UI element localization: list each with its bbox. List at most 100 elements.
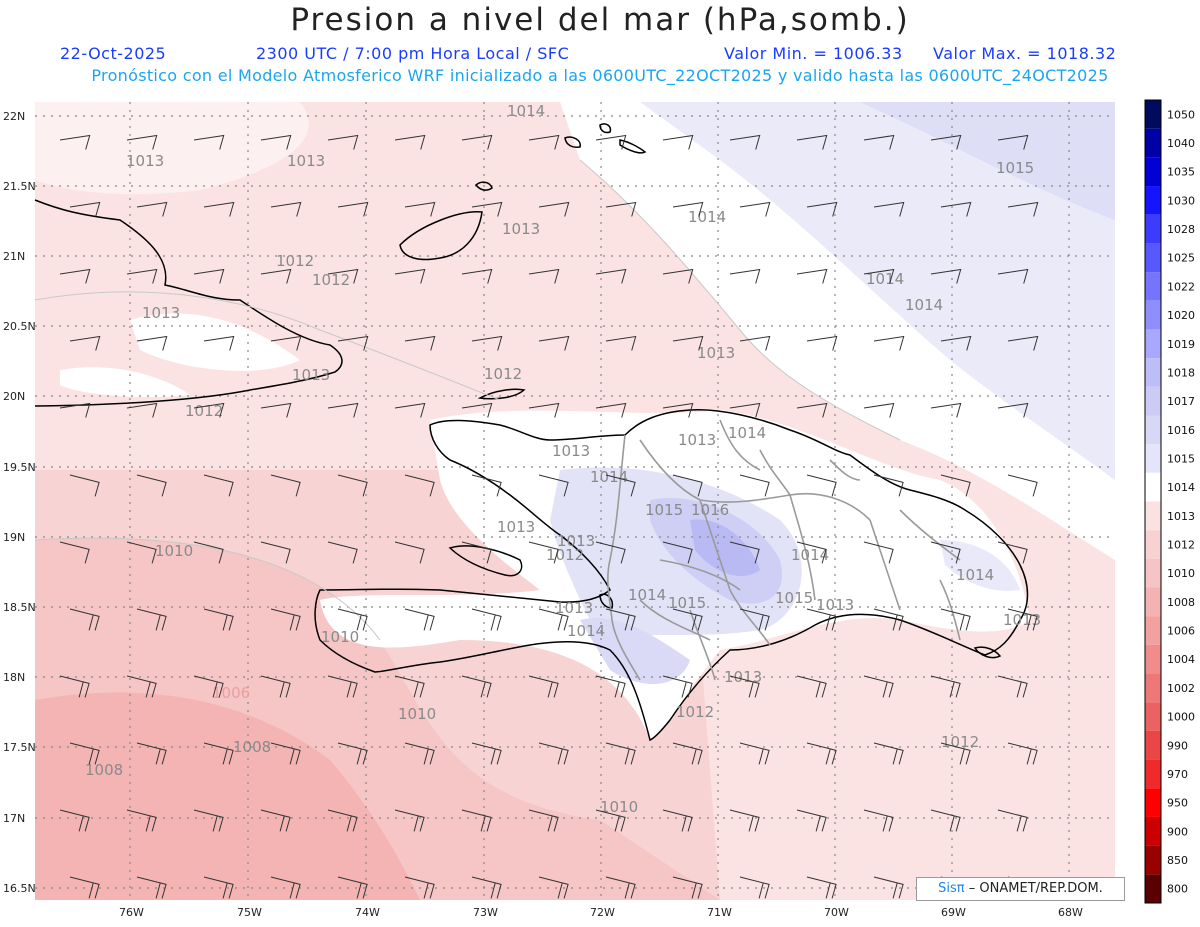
lon-label: 69W: [941, 906, 966, 919]
wind-barbs: [59, 134, 1039, 899]
wind-barb: [59, 809, 90, 832]
colorbar-label: 1022: [1167, 280, 1195, 293]
wind-barb: [605, 201, 637, 217]
wind-barb: [1007, 201, 1039, 217]
wind-barb: [461, 268, 493, 284]
wind-barb: [863, 268, 895, 284]
wind-barb: [327, 134, 359, 150]
wind-barb: [69, 876, 100, 899]
wind-barb: [729, 134, 761, 150]
wind-barb: [605, 608, 636, 631]
wind-barb: [69, 742, 100, 765]
wind-barb: [873, 608, 904, 631]
wind-barb: [806, 335, 838, 351]
wind-barb: [997, 268, 1029, 284]
wind-barb: [930, 268, 962, 284]
lon-label: 70W: [824, 906, 849, 919]
wind-barb: [672, 876, 703, 899]
colorbar-label: 900: [1167, 825, 1188, 838]
isobar-label: 1013: [497, 518, 535, 536]
colorbar-swatch: [1145, 358, 1161, 387]
colorbar-label: 1013: [1167, 510, 1195, 523]
lon-axis: 76W 75W 74W 73W 72W 71W 70W 69W 68W: [119, 906, 1083, 919]
wind-barb: [796, 402, 828, 418]
coastlines: [34, 123, 1029, 742]
wind-barb: [863, 541, 894, 564]
lat-axis: 22N 21.5N 21N 20.5N 20N 19.5N 19N 18.5N …: [3, 110, 36, 895]
wind-barb: [1007, 742, 1038, 765]
wind-barb: [796, 809, 827, 832]
isobar-label: 1015: [996, 159, 1034, 177]
wind-barb: [863, 809, 894, 832]
colorbar-swatch: [1145, 243, 1161, 273]
colorbar-swatch: [1145, 558, 1161, 588]
wind-barb: [873, 201, 905, 217]
wind-barb: [471, 335, 503, 351]
wind-barb: [595, 675, 626, 698]
wind-barb: [1007, 474, 1038, 497]
sispi-logo: Sisπ: [938, 881, 965, 896]
wind-barb: [404, 335, 436, 351]
wind-barb: [729, 541, 760, 564]
wind-barb: [873, 335, 905, 351]
isobar-label: 1014: [791, 546, 829, 564]
wind-barb: [327, 541, 358, 564]
wind-barb: [672, 474, 703, 497]
wind-barb: [595, 268, 627, 284]
colorbar-swatch: [1145, 100, 1161, 129]
wind-barb: [136, 474, 167, 497]
wind-barb: [404, 608, 435, 631]
isobar-label: 1014: [866, 270, 904, 288]
colorbar-label: 1030: [1167, 194, 1195, 207]
wind-barb: [729, 809, 760, 832]
wind-barb: [193, 541, 224, 564]
wind-barb: [69, 335, 101, 351]
wind-barb: [528, 402, 560, 418]
wind-barb: [471, 201, 503, 217]
wind-barb: [59, 134, 91, 150]
wind-barb: [394, 134, 426, 150]
wind-barb: [672, 201, 704, 217]
wind-barb: [739, 876, 770, 899]
wind-barb: [796, 675, 827, 698]
isobar-label: 1015: [668, 594, 706, 612]
isobar-label: 1014: [728, 424, 766, 442]
lat-label: 19N: [3, 531, 25, 544]
wind-barb: [136, 608, 167, 631]
wind-barb: [595, 402, 627, 418]
wind-barb: [528, 268, 560, 284]
wind-barb: [662, 268, 694, 284]
max-value: Valor Max. = 1018.32: [933, 44, 1117, 63]
lat-label: 18N: [3, 671, 25, 684]
wind-barb: [136, 335, 168, 351]
wind-barb: [863, 675, 894, 698]
isobar-label: 1013: [1003, 611, 1041, 629]
valid-time: 2300 UTC / 7:00 pm Hora Local / SFC: [256, 44, 570, 63]
wind-barb: [997, 809, 1028, 832]
wind-barb: [126, 402, 158, 418]
wind-barb: [796, 134, 828, 150]
wind-barb: [270, 201, 302, 217]
wind-barb: [461, 402, 493, 418]
wind-barb: [605, 335, 637, 351]
wind-barb: [873, 474, 904, 497]
wind-barb: [203, 201, 235, 217]
isobar-label: 1010: [398, 705, 436, 723]
lat-label: 19.5N: [3, 461, 36, 474]
lon-label: 68W: [1058, 906, 1083, 919]
wind-barb: [461, 809, 492, 832]
colorbar-swatch: [1145, 444, 1161, 473]
isobar-label: 1013: [126, 152, 164, 170]
wind-barb: [538, 201, 570, 217]
isobar-label: 1013: [555, 599, 593, 617]
wind-barb: [662, 675, 693, 698]
isobar-label: 1013: [142, 304, 180, 322]
wind-barb: [69, 201, 101, 217]
isobar-label: 1012: [185, 402, 223, 420]
wind-barb: [193, 675, 224, 698]
wind-barb: [662, 134, 694, 150]
wind-barb: [605, 876, 636, 899]
colorbar-swatch: [1145, 644, 1161, 674]
wind-barb: [997, 675, 1028, 698]
lon-label: 73W: [473, 906, 498, 919]
